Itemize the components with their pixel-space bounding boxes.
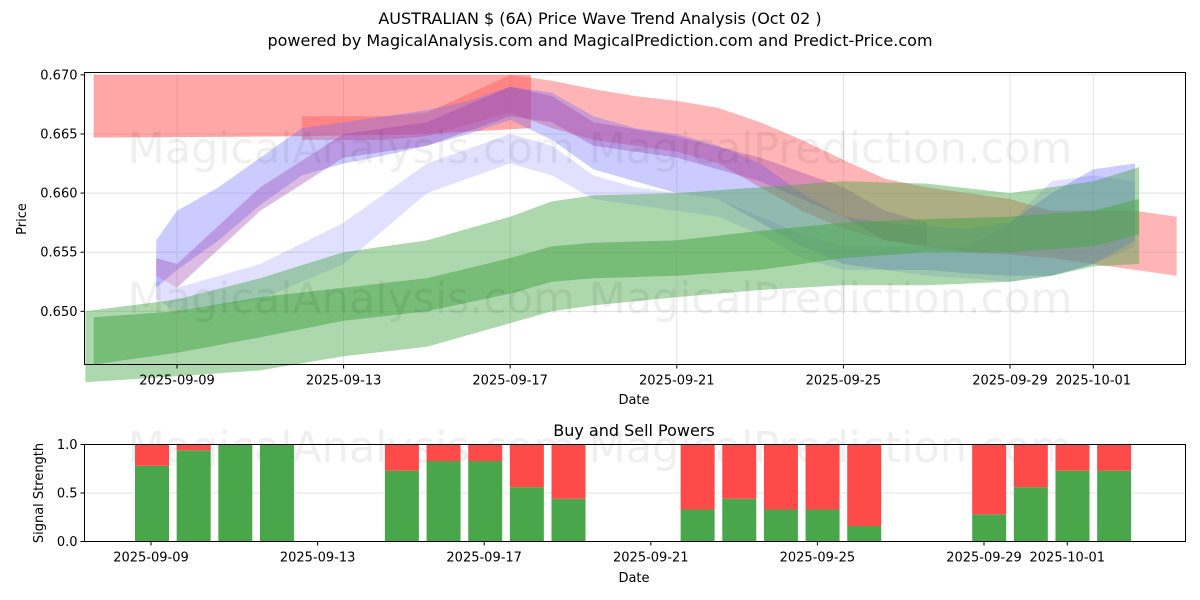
sell-bar — [426, 444, 461, 461]
sell-bar — [1013, 444, 1048, 488]
price-band-green-band-inner — [93, 199, 1140, 365]
chart-subtitle: powered by MagicalAnalysis.com and Magic… — [267, 31, 933, 50]
sell-bar — [972, 444, 1007, 515]
sell-bar — [468, 444, 503, 461]
buy-sell-x-tick-label: 2025-09-29 — [946, 551, 1022, 566]
buy-sell-x-tick-label: 2025-09-17 — [446, 551, 522, 566]
buy-bar — [680, 509, 715, 542]
sell-bar — [384, 444, 419, 471]
price-bands — [85, 74, 1177, 383]
buy-bar — [847, 525, 882, 542]
sell-bar — [847, 444, 882, 526]
buy-sell-x-tick-label: 2025-09-09 — [113, 551, 189, 566]
price-y-axis-label: Price — [15, 203, 30, 235]
buy-bar — [135, 465, 170, 542]
price-wave-chart: MagicalAnalysis.com MagicalPrediction.co… — [15, 68, 1186, 408]
buy-sell-axes-frame — [84, 444, 1186, 542]
buy-sell-y-tick-label: 1.0 — [57, 438, 78, 453]
buy-sell-y-axis-label: Signal Strength — [32, 443, 47, 543]
buy-bar — [384, 470, 419, 542]
buy-sell-y-axis: 0.0 0.5 1.0 — [57, 438, 85, 550]
price-band-blue-band-lower — [156, 134, 1135, 312]
buy-bar — [259, 444, 294, 542]
price-y-tick-label: 0.660 — [40, 187, 77, 202]
price-y-tick-label: 0.670 — [40, 68, 77, 83]
price-x-tick-label: 2025-09-17 — [472, 374, 548, 389]
chart-title: AUSTRALIAN $ (6A) Price Wave Trend Analy… — [378, 9, 822, 28]
sell-bar — [1055, 444, 1090, 471]
sell-bar — [1097, 444, 1132, 471]
sell-bar — [176, 444, 211, 451]
sell-bar — [680, 444, 715, 510]
buy-bar — [1097, 470, 1132, 542]
buy-bar — [763, 509, 798, 542]
watermark-top-2: MagicalAnalysis.com MagicalPrediction.co… — [128, 274, 1073, 324]
buy-sell-y-tick-label: 0.5 — [57, 487, 78, 502]
buy-bar — [805, 509, 840, 542]
buy-sell-bars — [135, 444, 1132, 542]
buy-bar — [468, 460, 503, 542]
buy-sell-x-axis: 2025-09-09 2025-09-13 2025-09-17 2025-09-21… — [113, 541, 1106, 566]
buy-bar — [1055, 470, 1090, 542]
sell-bar — [551, 444, 586, 499]
price-x-axis-label: Date — [618, 393, 649, 408]
price-band-purple-core — [156, 86, 927, 288]
sell-bar — [805, 444, 840, 510]
buy-sell-x-tick-label: 2025-09-13 — [280, 551, 356, 566]
price-y-tick-label: 0.650 — [40, 305, 77, 320]
price-x-tick-label: 2025-09-25 — [806, 374, 882, 389]
price-x-axis: 2025-09-09 2025-09-13 2025-09-17 2025-09-21… — [139, 364, 1132, 389]
buy-bar — [1013, 487, 1048, 542]
buy-bar — [972, 514, 1007, 542]
sell-bar — [722, 444, 757, 499]
buy-bar — [509, 487, 544, 542]
buy-sell-y-tick-label: 0.0 — [57, 535, 78, 550]
sell-bar — [509, 444, 544, 488]
price-axes-frame — [84, 72, 1186, 365]
price-x-tick-label: 2025-09-21 — [639, 374, 715, 389]
price-band-red-band-flat — [93, 74, 531, 138]
buy-bar — [722, 498, 757, 542]
buy-bar — [426, 460, 461, 542]
buy-sell-x-tick-label: 2025-09-21 — [613, 551, 689, 566]
buy-sell-x-tick-label: 2025-10-01 — [1030, 551, 1106, 566]
buy-bar — [176, 450, 211, 542]
price-x-tick-label: 2025-09-29 — [972, 374, 1048, 389]
buy-sell-title: Buy and Sell Powers — [553, 421, 715, 440]
watermark-bottom: MagicalAnalysis.com MagicalPrediction.co… — [128, 423, 1073, 473]
price-y-tick-label: 0.655 — [40, 246, 77, 261]
price-y-axis: 0.650 0.655 0.660 0.665 0.670 — [40, 68, 85, 320]
sell-bar — [135, 444, 170, 466]
watermark-top-1: MagicalAnalysis.com MagicalPrediction.co… — [128, 124, 1073, 174]
buy-sell-x-tick-label: 2025-09-25 — [780, 551, 856, 566]
sell-bar — [763, 444, 798, 510]
price-x-tick-label: 2025-09-13 — [306, 374, 382, 389]
buy-bar — [218, 444, 253, 542]
buy-sell-x-axis-label: Date — [618, 571, 649, 586]
price-x-tick-label: 2025-10-01 — [1056, 374, 1132, 389]
price-x-tick-label: 2025-09-09 — [139, 374, 215, 389]
price-y-tick-label: 0.665 — [40, 127, 77, 142]
buy-bar — [551, 498, 586, 542]
